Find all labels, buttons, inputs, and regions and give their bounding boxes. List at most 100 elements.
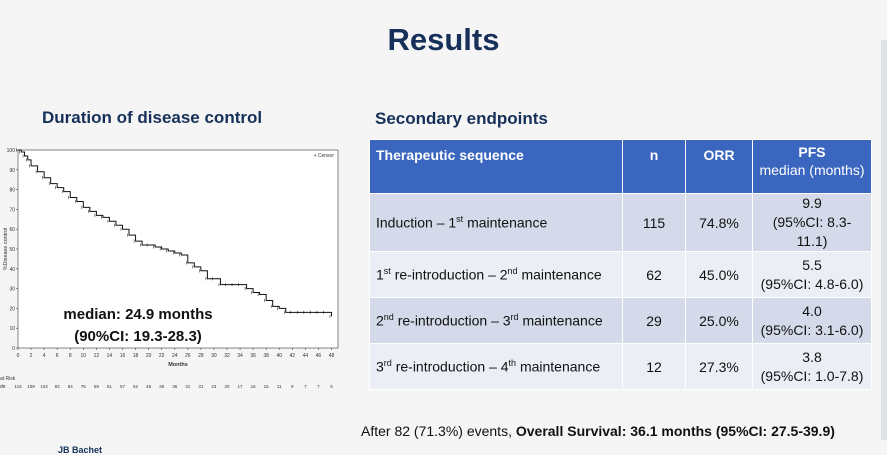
x-tick-label: 24 xyxy=(172,353,178,359)
row-n: 12 xyxy=(622,343,686,390)
endpoints-header-row: Therapeutic sequence n ORR PFS median (m… xyxy=(369,139,872,194)
x-tick-label: 22 xyxy=(159,353,165,359)
os-prefix: After 82 (71.3%) events, xyxy=(361,423,512,439)
table-row: 2nd re-introduction – 3rd maintenance 29… xyxy=(369,297,872,344)
km-median-line-2: (90%CI: 19.3-28.3) xyxy=(74,328,202,345)
x-tick-label: 46 xyxy=(316,353,322,359)
y-tick-label: 0 xyxy=(12,346,15,352)
y-tick-label: 80 xyxy=(9,188,15,194)
row-sequence: Induction – 1st maintenance xyxy=(369,193,623,252)
overall-survival-note: After 82 (71.3%) events, Overall Surviva… xyxy=(361,423,835,439)
at-risk-value: 16 xyxy=(251,384,257,389)
x-tick-label: 32 xyxy=(224,353,230,359)
row-sequence: 2nd re-introduction – 3rd maintenance xyxy=(369,297,623,344)
header-orr: ORR xyxy=(685,139,753,194)
at-risk-value: 109 xyxy=(27,384,35,389)
x-tick-label: 28 xyxy=(198,353,204,359)
at-risk-value: 31 xyxy=(185,384,191,389)
x-tick-label: 14 xyxy=(107,353,113,359)
at-risk-value: 7 xyxy=(304,384,307,389)
at-risk-value: 7 xyxy=(317,384,320,389)
row-pfs: 4.0 (95%CI: 3.1-6.0) xyxy=(752,297,872,344)
x-tick-label: 12 xyxy=(94,353,100,359)
at-risk-value: 57 xyxy=(120,384,126,389)
at-risk-value: 23 xyxy=(211,384,217,389)
endpoints-table: Therapeutic sequence n ORR PFS median (m… xyxy=(369,139,872,390)
header-pfs: PFS median (months) xyxy=(752,139,872,194)
y-tick-label: 100 xyxy=(7,148,16,154)
km-median-line-1: median: 24.9 months xyxy=(63,306,213,323)
at-risk-value: 76 xyxy=(81,384,87,389)
slide-title: Results xyxy=(387,22,500,57)
y-tick-label: 60 xyxy=(9,227,15,233)
x-tick-label: 38 xyxy=(263,353,269,359)
at-risk-value: 5 xyxy=(330,384,333,389)
author-label: JB Bachet xyxy=(58,445,103,455)
row-sequence: 1st re-introduction – 2nd maintenance xyxy=(369,251,623,298)
at-risk-value: 17 xyxy=(238,384,244,389)
at-risk-value: 9 xyxy=(291,384,294,389)
row-orr: 45.0% xyxy=(685,251,753,298)
x-tick-label: 6 xyxy=(56,353,59,359)
at-risk-value: 69 xyxy=(94,384,100,389)
left-heading: Duration of disease control xyxy=(42,108,263,127)
x-tick-label: 0 xyxy=(17,353,20,359)
row-n: 29 xyxy=(622,297,686,344)
x-axis-label: Months xyxy=(168,362,188,368)
at-risk-value: 102 xyxy=(40,384,48,389)
x-tick-label: 18 xyxy=(133,353,139,359)
y-tick-label: 20 xyxy=(9,306,15,312)
at-risk-value: 52 xyxy=(133,384,139,389)
y-tick-label: 40 xyxy=(9,267,15,273)
at-risk-value: 115 xyxy=(14,384,22,389)
x-tick-label: 42 xyxy=(290,353,296,359)
row-orr: 27.3% xyxy=(685,343,753,390)
y-tick-label: 90 xyxy=(9,168,15,174)
x-tick-label: 10 xyxy=(81,353,87,359)
row-n: 115 xyxy=(622,193,686,252)
at-risk-value: 15 xyxy=(264,384,270,389)
at-risk-row-label: de xyxy=(0,384,6,390)
row-pfs: 9.9 (95%CI: 8.3-11.1) xyxy=(752,193,872,252)
x-tick-label: 36 xyxy=(250,353,256,359)
table-row: Induction – 1st maintenance 115 74.8% 9.… xyxy=(369,193,872,252)
row-sequence: 3rd re-introduction – 4th maintenance xyxy=(369,343,623,390)
os-bold: Overall Survival: 36.1 months (95%CI: 27… xyxy=(515,423,835,439)
x-tick-label: 16 xyxy=(120,353,126,359)
x-tick-label: 34 xyxy=(237,353,243,359)
at-risk-value: 45 xyxy=(146,384,152,389)
y-axis-label: %Disease control xyxy=(3,228,9,271)
right-edge-bar xyxy=(881,40,887,440)
at-risk-label: at Risk xyxy=(0,376,16,382)
row-orr: 25.0% xyxy=(685,297,753,344)
x-tick-label: 26 xyxy=(185,353,191,359)
x-tick-label: 4 xyxy=(43,353,46,359)
y-tick-label: 30 xyxy=(9,287,15,293)
x-tick-label: 48 xyxy=(329,353,335,359)
x-tick-label: 2 xyxy=(30,353,33,359)
at-risk-value: 11 xyxy=(277,384,282,389)
right-heading: Secondary endpoints xyxy=(375,109,548,128)
y-tick-label: 70 xyxy=(9,207,15,213)
table-row: 1st re-introduction – 2nd maintenance 62… xyxy=(369,251,872,298)
x-tick-label: 44 xyxy=(303,353,309,359)
x-tick-label: 20 xyxy=(146,353,152,359)
row-orr: 74.8% xyxy=(685,193,753,252)
plot-area xyxy=(17,149,339,349)
at-risk-value: 93 xyxy=(55,384,61,389)
km-curve xyxy=(18,149,332,317)
y-tick-label: 10 xyxy=(9,326,15,332)
header-sequence: Therapeutic sequence xyxy=(369,139,623,194)
row-pfs: 3.8 (95%CI: 1.0-7.8) xyxy=(752,343,872,390)
x-tick-label: 8 xyxy=(69,353,72,359)
at-risk-value: 31 xyxy=(198,384,204,389)
header-n: n xyxy=(622,139,686,194)
row-pfs: 5.5 (95%CI: 4.8-6.0) xyxy=(752,251,872,298)
y-tick-label: 50 xyxy=(9,247,15,253)
table-row: 3rd re-introduction – 4th maintenance 12… xyxy=(369,343,872,390)
at-risk-value: 36 xyxy=(172,384,178,389)
km-median-annotation: median: 24.9 months (90%CI: 19.3-28.3) xyxy=(58,304,218,348)
legend-label: + Censor xyxy=(314,153,335,159)
header-pfs-sub: median (months) xyxy=(759,162,865,178)
